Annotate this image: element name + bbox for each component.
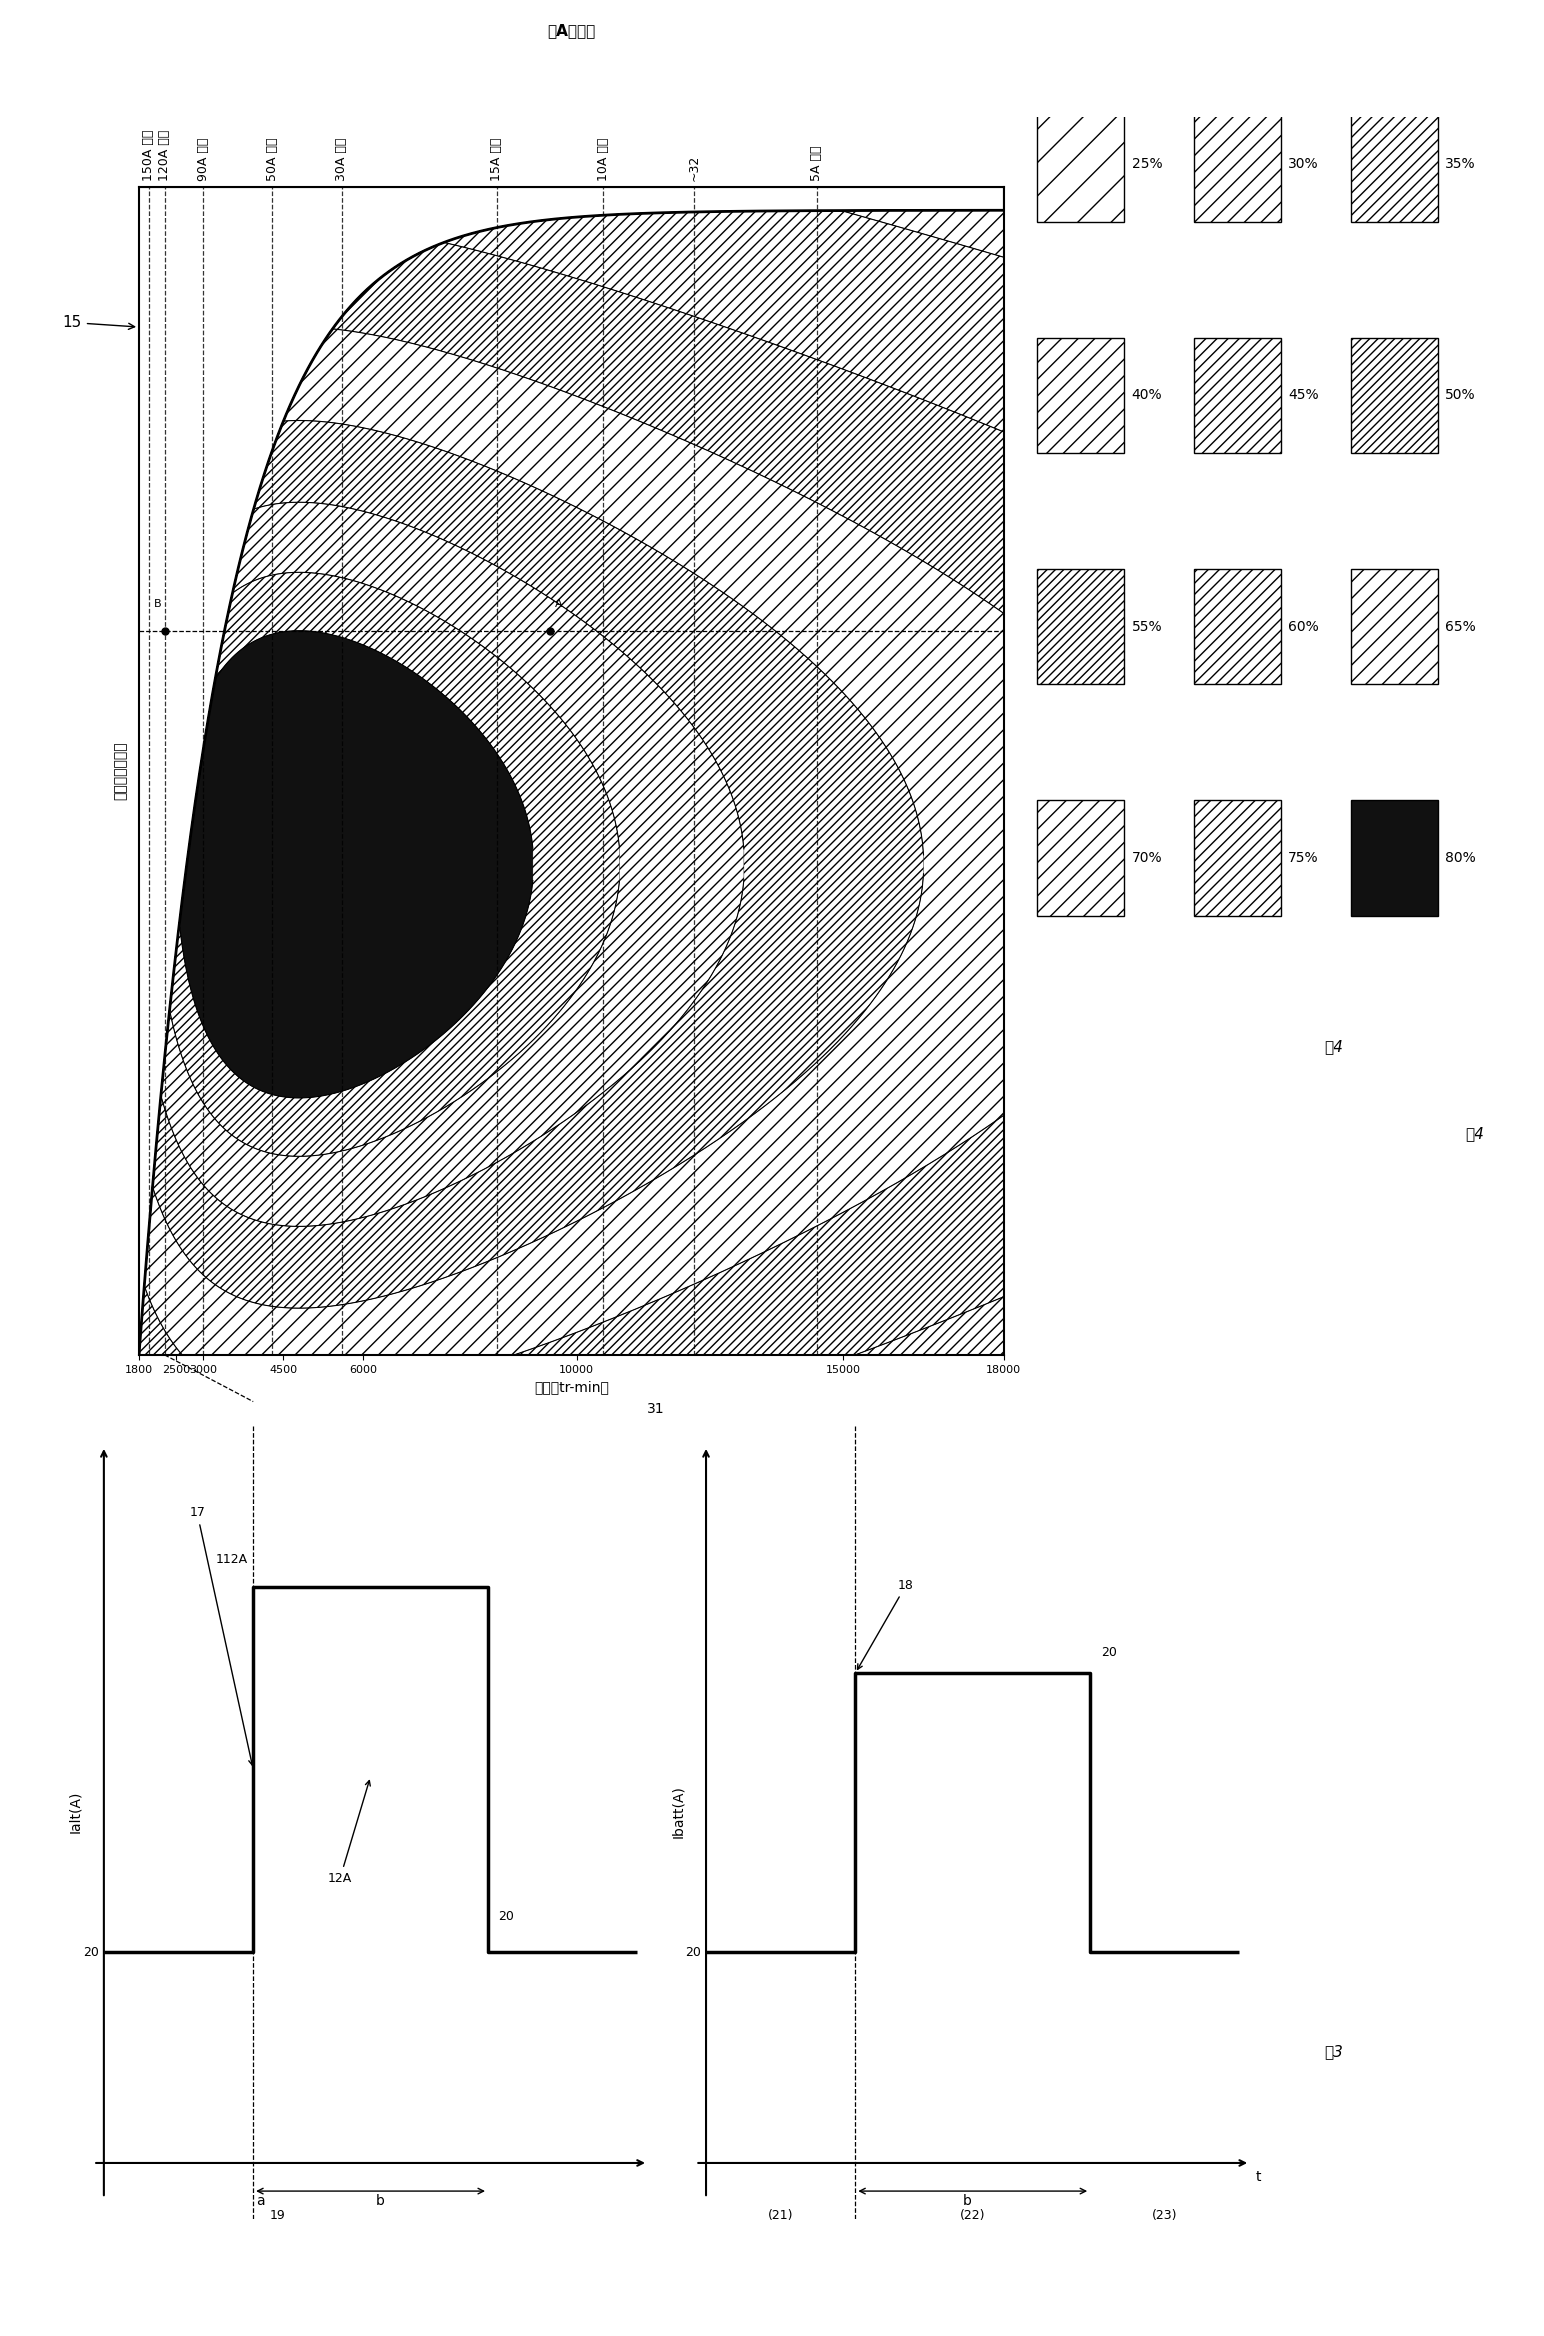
Bar	[1038, 107, 1124, 222]
Bar	[1194, 107, 1282, 222]
Text: 30%: 30%	[1288, 157, 1319, 171]
Text: 31: 31	[647, 1402, 665, 1416]
Text: 70%: 70%	[1132, 850, 1163, 864]
Bar	[1351, 339, 1437, 453]
Text: ~32: ~32	[687, 154, 701, 182]
Text: 120A 负载: 120A 负载	[157, 131, 171, 182]
Text: 18: 18	[857, 1579, 914, 1670]
X-axis label: 速度（tr-min）: 速度（tr-min）	[534, 1381, 608, 1395]
Text: 10A 负载: 10A 负载	[598, 138, 610, 182]
Text: 图4: 图4	[1325, 1040, 1343, 1054]
Bar	[1194, 570, 1282, 684]
Text: B: B	[154, 600, 162, 610]
Bar	[1351, 570, 1437, 684]
Bar	[1038, 801, 1124, 916]
Text: 17: 17	[190, 1507, 253, 1766]
Text: 20: 20	[1101, 1647, 1116, 1659]
Text: 50A 负载: 50A 负载	[266, 138, 279, 182]
Bar	[1038, 570, 1124, 684]
Text: b: b	[375, 2194, 384, 2208]
Text: 55%: 55%	[1132, 619, 1163, 633]
Text: (23): (23)	[1152, 2210, 1178, 2222]
Text: 75%: 75%	[1288, 850, 1319, 864]
Text: 25%: 25%	[1132, 157, 1163, 171]
Bar	[1038, 339, 1124, 453]
Text: 60%: 60%	[1288, 619, 1319, 633]
Bar	[1194, 339, 1282, 453]
Y-axis label: 交流发电机产率: 交流发电机产率	[114, 741, 128, 801]
Text: 112A: 112A	[216, 1553, 249, 1565]
Bar	[1194, 801, 1282, 916]
Text: 15: 15	[63, 315, 134, 329]
Text: 19: 19	[269, 2210, 286, 2222]
Text: A: A	[556, 600, 564, 610]
Text: 20: 20	[499, 1911, 514, 1923]
Text: 80%: 80%	[1445, 850, 1476, 864]
Text: t: t	[1255, 2170, 1261, 2184]
Text: （A）电流: （A）电流	[547, 23, 596, 37]
Text: 15A 负载: 15A 负载	[489, 138, 503, 182]
Text: Ialt(A): Ialt(A)	[68, 1789, 82, 1834]
Text: 20: 20	[686, 1946, 701, 1958]
Text: 30A 负载: 30A 负载	[335, 138, 349, 182]
Text: 45%: 45%	[1288, 388, 1319, 402]
Text: a: a	[256, 2194, 264, 2208]
Text: 图3: 图3	[1325, 2044, 1343, 2058]
Bar	[1351, 801, 1437, 916]
Text: 20: 20	[83, 1946, 99, 1958]
Text: 65%: 65%	[1445, 619, 1476, 633]
Bar	[1351, 107, 1437, 222]
Text: 90A 负载: 90A 负载	[196, 138, 210, 182]
Text: 12A: 12A	[327, 1780, 371, 1885]
Text: 40%: 40%	[1132, 388, 1163, 402]
Text: 图4: 图4	[1465, 1126, 1484, 1140]
Text: (21): (21)	[767, 2210, 794, 2222]
Text: 150A 负载: 150A 负载	[142, 131, 154, 182]
Text: Ibatt(A): Ibatt(A)	[670, 1785, 684, 1838]
Text: 35%: 35%	[1445, 157, 1476, 171]
Text: 50%: 50%	[1445, 388, 1476, 402]
Text: b: b	[963, 2194, 971, 2208]
Text: 5A 负载: 5A 负载	[811, 145, 823, 182]
Text: (22): (22)	[960, 2210, 985, 2222]
